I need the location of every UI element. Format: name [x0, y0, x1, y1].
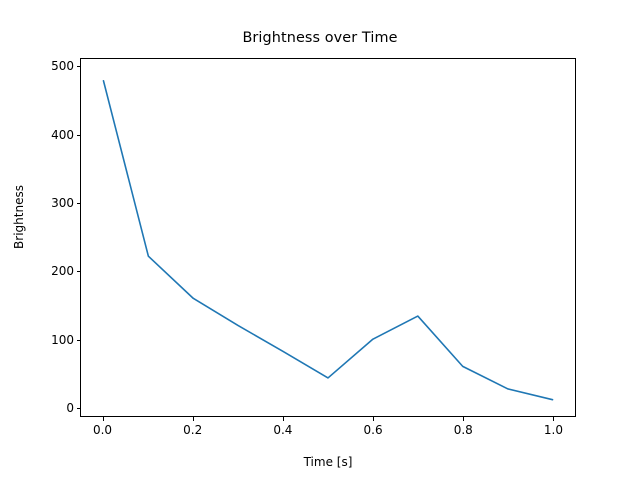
chart-title: Brightness over Time	[242, 30, 398, 46]
x-tick-label: 0.0	[92, 423, 113, 437]
x-tick-mark	[282, 417, 284, 421]
x-tick-label: 0.8	[453, 423, 473, 437]
y-tick-label: 0	[66, 401, 74, 416]
x-tick-label: 1.0	[543, 423, 563, 437]
x-tick-label: 0.6	[363, 423, 383, 437]
y-tick-label: 200	[51, 264, 74, 279]
x-tick-mark	[463, 417, 465, 421]
y-tick-label: 100	[51, 332, 74, 347]
y-axis-label: Brightness	[12, 185, 26, 249]
y-tick-mark	[76, 202, 80, 204]
y-axis-tick-labels: 0 100 200 300 400 500	[30, 0, 74, 480]
y-tick-mark	[76, 271, 80, 273]
y-tick-mark	[76, 66, 80, 68]
x-tick-mark	[553, 417, 555, 421]
x-tick-label: 0.4	[273, 423, 293, 437]
x-tick-mark	[373, 417, 375, 421]
x-tick-mark	[102, 417, 104, 421]
x-tick-mark	[192, 417, 194, 421]
y-tick-label: 300	[51, 195, 74, 210]
x-axis-label: Time [s]	[303, 455, 353, 469]
y-tick-mark	[76, 339, 80, 341]
y-tick-mark	[76, 134, 80, 136]
y-tick-mark	[76, 408, 80, 410]
y-tick-label: 400	[51, 127, 74, 142]
y-tick-label: 500	[51, 59, 74, 74]
x-tick-label: 0.2	[183, 423, 203, 437]
plot-axes-area	[80, 58, 576, 417]
line-series-plot	[102, 79, 554, 401]
brightness-line-series	[102, 79, 554, 401]
